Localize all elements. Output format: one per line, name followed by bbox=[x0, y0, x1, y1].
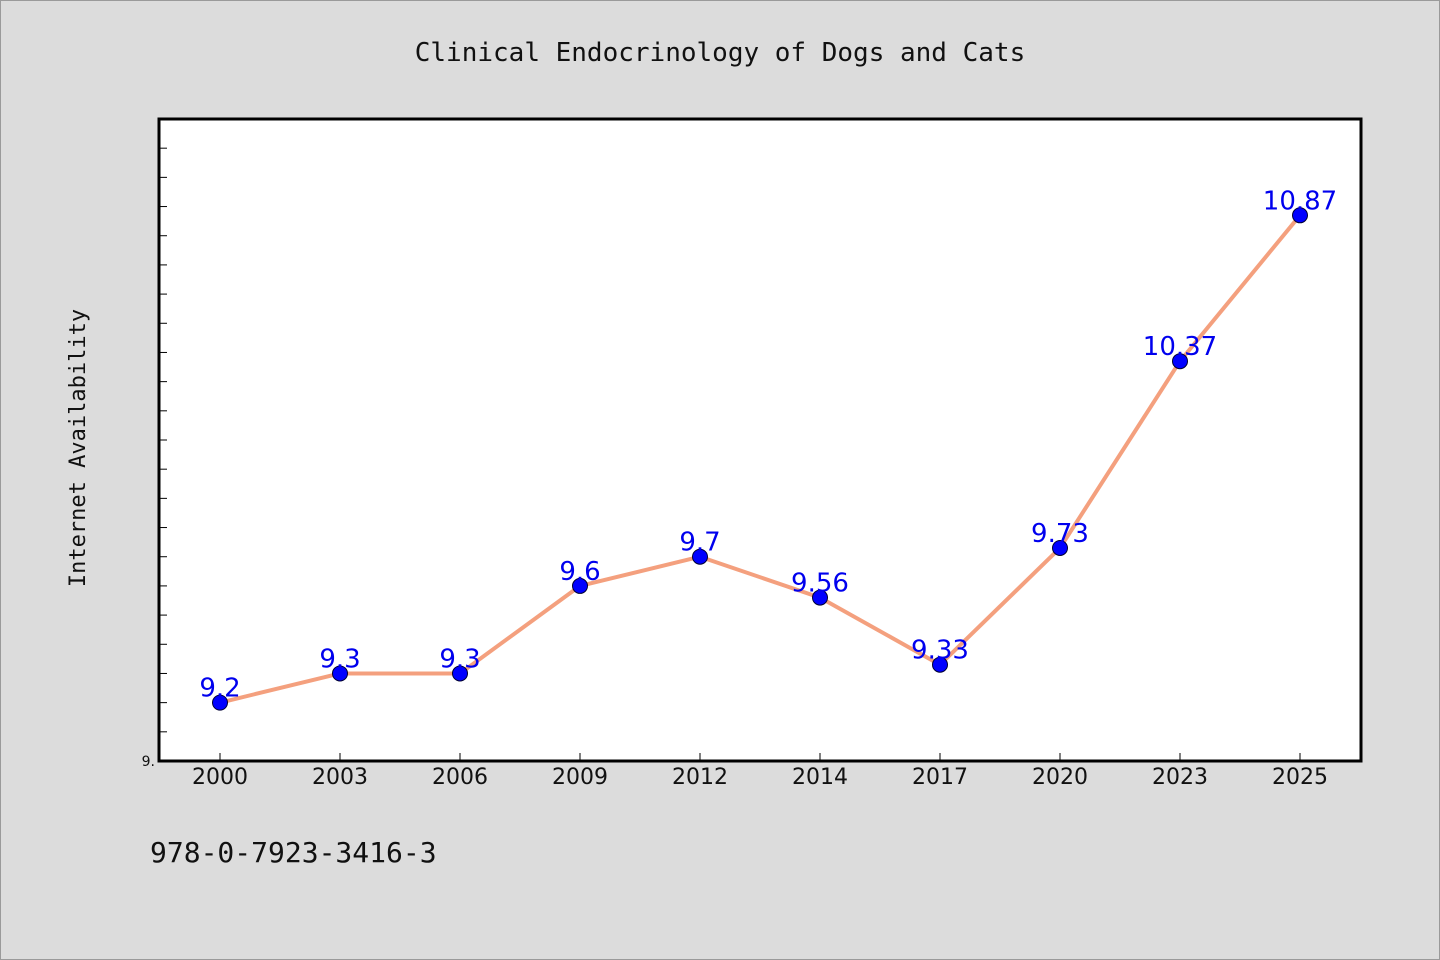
series-line-group bbox=[219, 214, 1302, 705]
y-axis-ticks: 9. bbox=[142, 147, 167, 770]
data-point-label: 9.6 bbox=[559, 557, 600, 587]
x-tick-label: 2020 bbox=[1032, 765, 1088, 790]
x-tick-label: 2006 bbox=[432, 765, 488, 790]
data-point-marker bbox=[212, 694, 228, 711]
x-axis-ticks: 2000 2003 2006 2009 2012 2014 2017 2020 2023 2025 bbox=[192, 753, 1328, 790]
x-tick-label: 2012 bbox=[672, 765, 728, 790]
footnote-isbn: 978-0-7923-3416-3 bbox=[150, 836, 437, 869]
data-point-label: 9.2 bbox=[199, 674, 240, 704]
y-axis-label: Internet Availability bbox=[66, 309, 91, 587]
x-tick-label: 2014 bbox=[792, 765, 848, 790]
data-point-marker bbox=[1052, 539, 1068, 556]
plot-area bbox=[157, 117, 1363, 763]
x-tick-label: 2009 bbox=[552, 765, 608, 790]
data-point-marker bbox=[332, 665, 348, 682]
chart-title: Clinical Endocrinology of Dogs and Cats bbox=[415, 38, 1025, 68]
x-tick-label: 2017 bbox=[912, 765, 968, 790]
data-point-label: 9.56 bbox=[791, 569, 849, 599]
data-point-label: 9.73 bbox=[1031, 519, 1089, 549]
x-tick-label: 2025 bbox=[1272, 765, 1328, 790]
data-markers bbox=[212, 207, 1308, 711]
data-point-label: 10.37 bbox=[1143, 332, 1217, 362]
y-tick-label: 9. bbox=[142, 754, 155, 770]
data-point-label: 9.33 bbox=[911, 636, 969, 666]
data-point-marker bbox=[452, 665, 468, 682]
data-point-marker bbox=[812, 589, 828, 606]
data-point-marker bbox=[932, 656, 948, 673]
x-tick-label: 2000 bbox=[192, 765, 248, 790]
data-point-label: 9.3 bbox=[439, 644, 480, 674]
data-point-label: 9.3 bbox=[319, 644, 360, 674]
data-point-marker bbox=[692, 548, 708, 565]
series-line bbox=[219, 214, 1302, 705]
x-tick-label: 2023 bbox=[1152, 765, 1208, 790]
data-point-label: 10.87 bbox=[1263, 186, 1337, 216]
data-point-marker bbox=[572, 577, 588, 594]
data-point-marker bbox=[1292, 207, 1308, 224]
data-labels: 9.2 9.3 9.3 9.6 9.7 9.56 9.33 9.73 10.37 10.87 bbox=[199, 186, 1337, 703]
data-point-marker bbox=[1172, 353, 1188, 370]
data-point-label: 9.7 bbox=[679, 528, 720, 558]
x-tick-label: 2003 bbox=[312, 765, 368, 790]
